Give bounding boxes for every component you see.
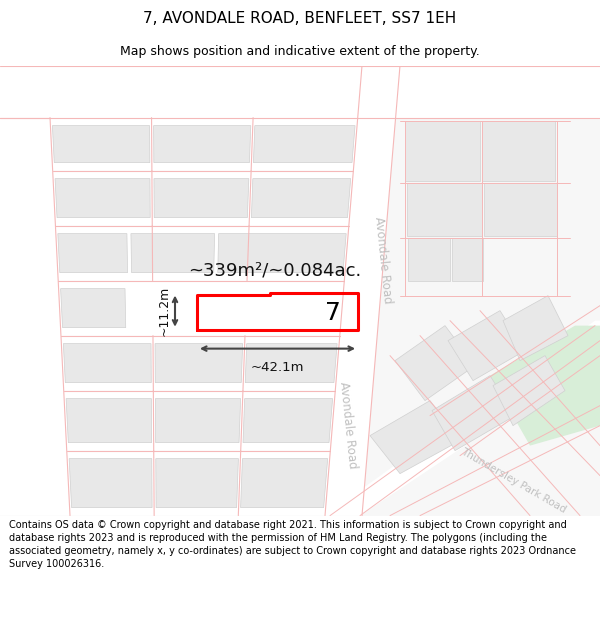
Polygon shape	[325, 66, 400, 516]
Polygon shape	[448, 311, 525, 381]
Polygon shape	[61, 289, 126, 328]
Polygon shape	[131, 234, 215, 272]
Polygon shape	[55, 226, 349, 281]
Polygon shape	[490, 326, 600, 446]
Text: Map shows position and indicative extent of the property.: Map shows position and indicative extent…	[120, 45, 480, 58]
Polygon shape	[432, 376, 515, 451]
Text: ~339m²/~0.084ac.: ~339m²/~0.084ac.	[188, 262, 362, 279]
Polygon shape	[53, 171, 353, 226]
Polygon shape	[67, 451, 331, 516]
Polygon shape	[408, 238, 450, 281]
Polygon shape	[241, 459, 328, 508]
Polygon shape	[407, 182, 482, 236]
Polygon shape	[52, 126, 150, 162]
Polygon shape	[64, 344, 151, 382]
Polygon shape	[61, 336, 340, 391]
Polygon shape	[156, 459, 238, 508]
Polygon shape	[0, 66, 600, 516]
Polygon shape	[405, 121, 480, 181]
Polygon shape	[493, 356, 565, 426]
Polygon shape	[155, 399, 241, 442]
Polygon shape	[58, 234, 128, 272]
Polygon shape	[218, 234, 346, 272]
Polygon shape	[395, 326, 475, 401]
Polygon shape	[154, 179, 249, 217]
Polygon shape	[58, 281, 344, 336]
Polygon shape	[243, 399, 332, 442]
Text: Contains OS data © Crown copyright and database right 2021. This information is : Contains OS data © Crown copyright and d…	[9, 519, 576, 569]
Polygon shape	[251, 179, 351, 217]
Polygon shape	[482, 121, 555, 181]
Polygon shape	[0, 118, 70, 516]
Polygon shape	[370, 401, 460, 474]
Polygon shape	[64, 391, 335, 451]
Text: ~42.1m: ~42.1m	[251, 361, 304, 374]
Polygon shape	[55, 179, 150, 217]
Text: Thundersley Park Road: Thundersley Park Road	[459, 446, 567, 515]
Polygon shape	[484, 182, 557, 236]
Text: ~11.2m: ~11.2m	[158, 286, 171, 336]
Text: 7: 7	[325, 301, 341, 325]
Polygon shape	[253, 126, 355, 162]
Polygon shape	[452, 238, 483, 281]
Polygon shape	[245, 344, 337, 382]
Text: Avondale Road: Avondale Road	[337, 381, 359, 470]
Polygon shape	[69, 459, 152, 508]
Polygon shape	[155, 344, 242, 382]
Polygon shape	[50, 118, 358, 171]
Polygon shape	[503, 296, 568, 361]
Text: 7, AVONDALE ROAD, BENFLEET, SS7 1EH: 7, AVONDALE ROAD, BENFLEET, SS7 1EH	[143, 11, 457, 26]
Polygon shape	[0, 66, 600, 118]
Text: Avondale Road: Avondale Road	[372, 216, 394, 305]
Polygon shape	[66, 399, 152, 442]
Polygon shape	[325, 321, 600, 516]
Polygon shape	[154, 126, 251, 162]
